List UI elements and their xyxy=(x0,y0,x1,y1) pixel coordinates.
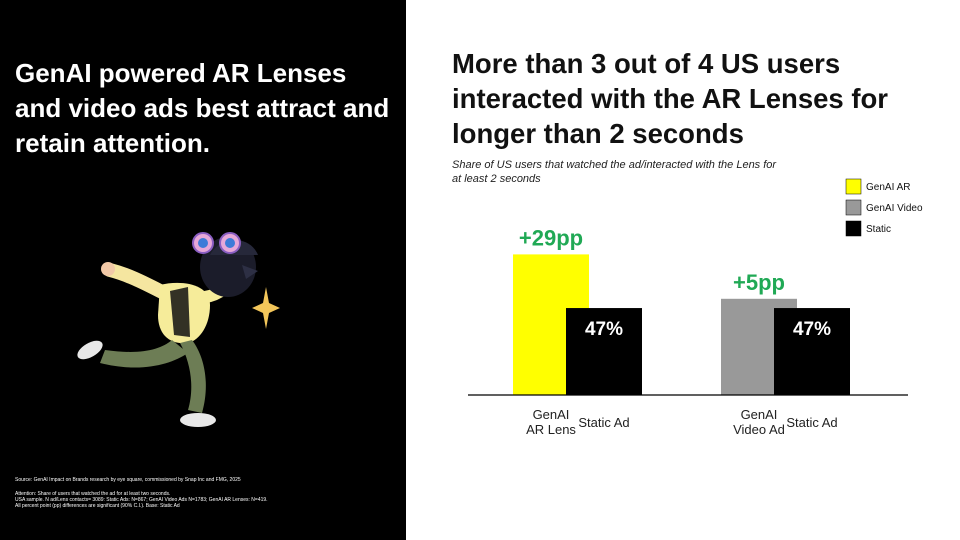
category-label: GenAI xyxy=(533,407,570,422)
chart-subtitle: Share of US users that watched the ad/in… xyxy=(452,159,777,185)
delta-label: +5pp xyxy=(733,270,785,295)
chart-title: More than 3 out of 4 US users interacted… xyxy=(452,48,888,149)
legend-swatch xyxy=(845,199,862,216)
category-label: Video Ad xyxy=(733,422,785,437)
left-panel: GenAI powered AR Lenses and video ads be… xyxy=(0,0,406,540)
legend-label: GenAI Video xyxy=(866,203,923,214)
legend-swatch xyxy=(845,220,862,237)
footnote-sample: USA sample. N ad/Lens contacts= 3089: St… xyxy=(15,497,268,503)
category-label: Static Ad xyxy=(578,415,629,430)
sparkle-icon xyxy=(252,287,280,329)
footnote-attention: Attention: Share of users that watched t… xyxy=(15,491,171,497)
dancing-character-illustration xyxy=(77,232,280,427)
bar xyxy=(566,308,642,395)
category-label: GenAI xyxy=(741,407,778,422)
footnote-significance: All percent point (pp) differences are s… xyxy=(15,503,180,509)
category-label: Static Ad xyxy=(786,415,837,430)
legend-swatch xyxy=(845,178,862,195)
delta-label: +29pp xyxy=(519,225,583,250)
legend-label: Static xyxy=(866,224,891,235)
bar-value-label: 47% xyxy=(793,319,831,340)
footnote-source: Source: GenAI Impact on Brands research … xyxy=(15,477,241,483)
bar-value-label: 47% xyxy=(585,319,623,340)
legend-label: GenAI AR xyxy=(866,182,910,193)
bar xyxy=(774,308,850,395)
headline: GenAI powered AR Lenses and video ads be… xyxy=(15,58,390,158)
category-label: AR Lens xyxy=(526,422,576,437)
